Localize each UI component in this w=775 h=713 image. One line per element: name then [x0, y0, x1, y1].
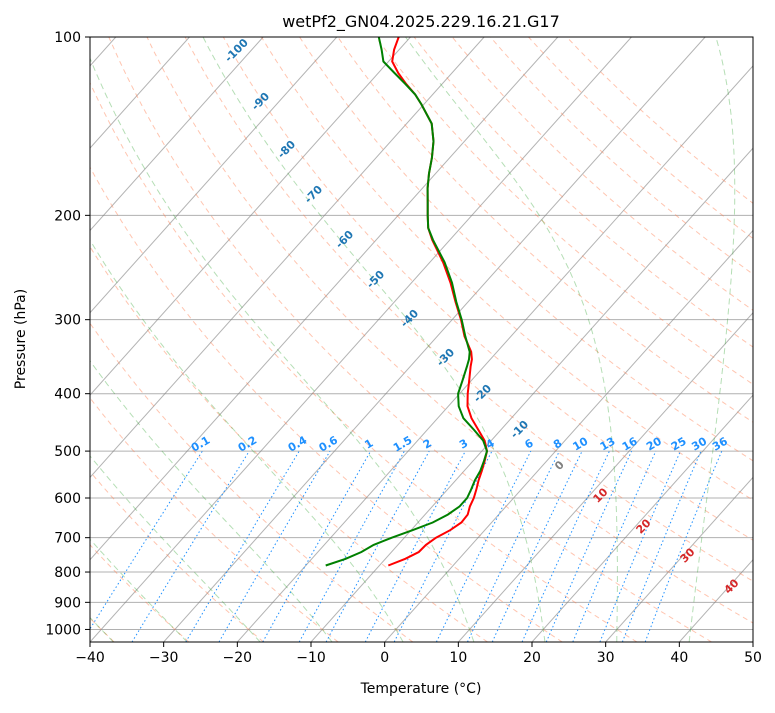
x-tick-label: 40: [670, 650, 688, 666]
y-tick-label: 700: [54, 531, 81, 547]
y-tick-label: 800: [54, 565, 81, 581]
y-tick-label: 1000: [45, 622, 81, 638]
y-tick-label: 300: [54, 313, 81, 329]
x-tick-label: 10: [449, 650, 467, 666]
y-tick-label: 500: [54, 444, 81, 460]
chart-title: wetPf2_GN04.2025.229.16.21.G17: [282, 12, 560, 32]
y-axis-title: Pressure (hPa): [13, 289, 29, 389]
x-tick-label: 50: [744, 650, 762, 666]
x-tick-label: −10: [296, 650, 326, 666]
x-tick-label: 30: [597, 650, 615, 666]
y-tick-label: 600: [54, 491, 81, 507]
x-tick-label: −20: [223, 650, 253, 666]
x-tick-label: −40: [75, 650, 105, 666]
y-tick-label: 200: [54, 208, 81, 224]
x-tick-label: 20: [523, 650, 541, 666]
y-tick-label: 400: [54, 387, 81, 403]
y-tick-label: 100: [54, 30, 81, 46]
y-tick-label: 900: [54, 595, 81, 611]
x-tick-label: −30: [149, 650, 179, 666]
x-tick-label: 0: [380, 650, 389, 666]
x-axis-title: Temperature (°C): [360, 681, 482, 697]
